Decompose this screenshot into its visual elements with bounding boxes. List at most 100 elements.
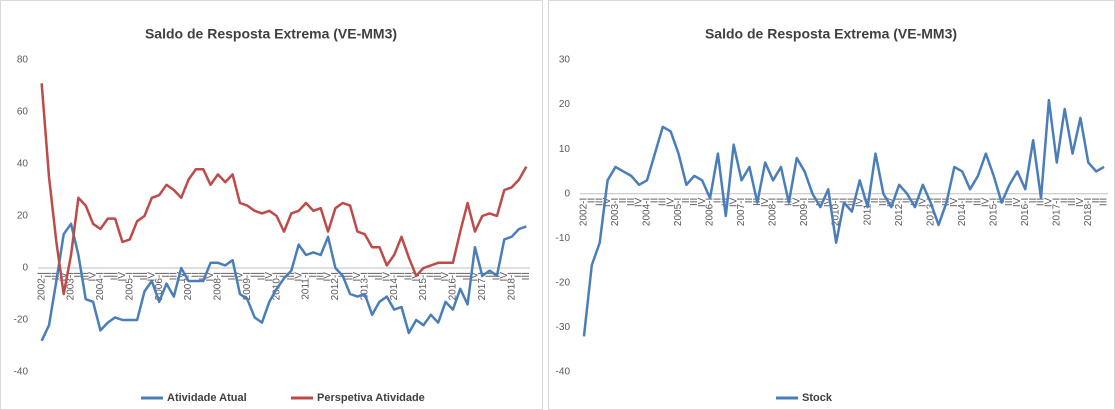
x-tick-label: III [1067,198,1078,206]
x-tick-label: 2012-I [330,272,341,300]
x-tick-label: 2011-I [862,198,873,226]
x-tick-label: II [44,272,55,278]
x-tick-label: IV [470,272,481,282]
x-tick-label: 2017-I [1051,198,1062,226]
x-tick-label: 2015-I [988,198,999,226]
y-tick-label: -20 [14,315,29,326]
x-tick-label: II [308,272,319,278]
legend-label: Stock [802,392,833,404]
x-tick-label: III [286,272,297,280]
panel [0,0,543,410]
x-tick-label: 2003-I [66,272,77,300]
x-tick-label: III [626,198,637,206]
x-tick-label: III [462,272,473,280]
series-line [582,98,1105,337]
x-tick-label: III [689,198,700,206]
x-tick-label: II [161,272,172,278]
x-tick-label: II [279,272,290,278]
legend-label: Atividade Atual [167,392,247,404]
x-tick-label: 2013-I [359,272,370,300]
x-tick-label: 2016-I [448,272,459,300]
x-tick-label: 2018-I [1083,198,1094,226]
x-tick-label: 2004-I [95,272,106,300]
x-tick-label: IV [352,272,363,282]
x-tick-label: III [847,198,858,206]
x-tick-label: IV [949,197,960,207]
x-tick-label: II [514,272,525,278]
x-tick-label: 2007-I [183,272,194,300]
x-tick-label: 2016-I [1020,198,1031,226]
x-tick-label: IV [886,197,897,207]
y-tick-label: 80 [17,55,29,66]
x-tick-label: IV [1075,197,1086,207]
y-tick-label: 10 [559,144,571,155]
x-tick-label: IV [58,272,69,282]
x-tick-label: IV [634,197,645,207]
x-tick-label: III [1004,198,1015,206]
x-tick-label: III [878,198,889,206]
x-tick-label: 2002-I [579,198,590,226]
x-tick-label: III [315,272,326,280]
x-tick-label: 2006-I [154,272,165,300]
x-tick-label: IV [1044,197,1055,207]
y-tick-label: -40 [14,367,29,378]
x-tick-label: II [367,272,378,278]
x-tick-label: III [403,272,414,280]
x-tick-label: III [815,198,826,206]
x-tick-label: III [110,272,121,280]
x-tick-label: II [1091,198,1102,204]
x-tick-label: 2006-I [705,198,716,226]
x-tick-label: IV [323,272,334,282]
x-tick-label: 2007-I [736,198,747,226]
x-tick-label: 2014-I [957,198,968,226]
x-tick-label: III [1036,198,1047,206]
x-tick-label: III [227,272,238,280]
x-tick-label: II [713,198,724,204]
x-tick-label: III [139,272,150,280]
x-tick-label: IV [117,272,128,282]
x-tick-label: IV [854,197,865,207]
x-tick-label: II [618,198,629,204]
x-tick-label: 2010-I [831,198,842,226]
x-tick-label: III [433,272,444,280]
x-tick-label: III [910,198,921,206]
x-tick-label: IV [602,197,613,207]
x-tick-label: IV [665,197,676,207]
x-tick-label: III [80,272,91,280]
x-tick-label: IV [88,272,99,282]
x-tick-label: 2009-I [799,198,810,226]
x-tick-label: IV [760,197,771,207]
x-tick-label: II [191,272,202,278]
legend-label: Perspetiva Atividade [317,392,425,404]
x-tick-label: II [73,272,84,278]
x-tick-label: IV [917,197,928,207]
x-tick-label: 2005-I [673,198,684,226]
x-tick-label: IV [980,197,991,207]
chart-title: Saldo de Resposta Extrema (VE-MM3) [145,26,397,42]
x-tick-label: IV [697,197,708,207]
x-tick-label: II [249,272,260,278]
x-tick-label: 2014-I [389,272,400,300]
x-tick-label: II [396,272,407,278]
x-tick-label: IV [264,272,275,282]
x-tick-label: II [650,198,661,204]
x-tick-label: II [902,198,913,204]
x-tick-label: 2011-I [301,272,312,300]
x-tick-label: 2002-I [36,272,47,300]
x-tick-label: 2017-I [477,272,488,300]
x-tick-label: II [933,198,944,204]
chart-title: Saldo de Resposta Extrema (VE-MM3) [705,26,957,42]
x-tick-label: 2010-I [271,272,282,300]
y-tick-label: -20 [556,277,571,288]
x-tick-label: III [657,198,668,206]
x-tick-label: 2015-I [418,272,429,300]
x-tick-label: 2005-I [124,272,135,300]
y-tick-label: -30 [556,322,571,333]
x-tick-label: IV [146,272,157,282]
y-tick-label: -10 [556,233,571,244]
x-tick-label: IV [205,272,216,282]
x-tick-label: III [257,272,268,280]
x-tick-label: II [744,198,755,204]
x-tick-label: II [426,272,437,278]
